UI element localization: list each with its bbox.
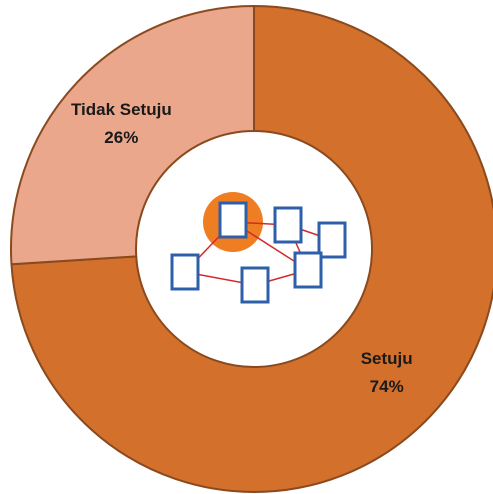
value-label: 74% bbox=[370, 377, 404, 396]
donut bbox=[11, 6, 493, 492]
segment-label: Setuju bbox=[361, 349, 413, 368]
center-icon bbox=[172, 192, 345, 302]
segment-label: Tidak Setuju bbox=[71, 100, 172, 119]
value-label: 26% bbox=[104, 128, 138, 147]
chart: Setuju 74% Tidak Setuju 26% bbox=[0, 0, 493, 494]
page: {"chart_data": {"type": "pie", "donut": … bbox=[0, 0, 493, 494]
